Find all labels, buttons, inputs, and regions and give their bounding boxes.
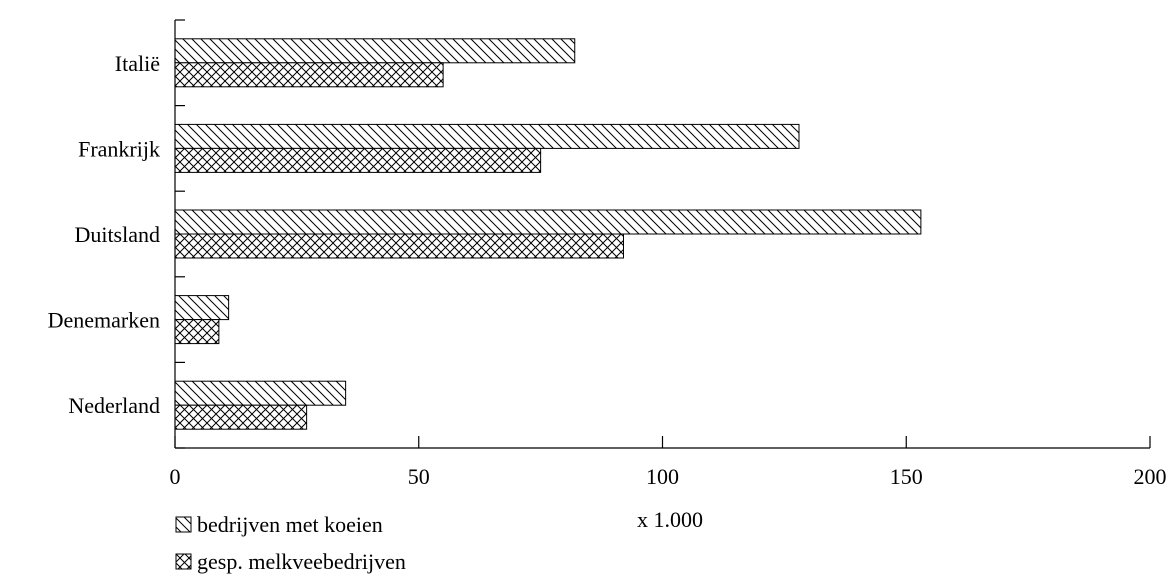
legend-item-gesp-melkveebedrijven: gesp. melkveebedrijven — [175, 549, 406, 574]
x-axis-label: x 1.000 — [637, 507, 703, 532]
bar-denemarken-series-1 — [174, 295, 230, 321]
y-tick-label-itali-: Italië — [115, 51, 160, 76]
bar-frankrijk-series-1 — [174, 123, 800, 149]
bar-itali--series-2 — [174, 62, 444, 88]
axes: Italië Frankrijk Duitsland Denemarken Nederl… — [48, 19, 1167, 489]
x-tick-labels: 0 50 100 150 200 — [170, 464, 1167, 489]
bar-nederland-series-1 — [174, 380, 347, 406]
bars — [174, 38, 922, 430]
legend-swatch-diagonal — [175, 516, 192, 533]
legend-label: gesp. melkveebedrijven — [197, 549, 406, 574]
x-tick-label-150: 150 — [890, 464, 923, 489]
bar-itali--series-1 — [174, 38, 576, 64]
bar-duitsland-series-2 — [174, 233, 624, 259]
y-tick-label-denemarken: Denemarken — [48, 308, 160, 333]
bar-nederland-series-2 — [174, 404, 308, 430]
y-tick-label-frankrijk: Frankrijk — [78, 136, 160, 161]
y-ticks — [175, 19, 185, 449]
x-tick-label-100: 100 — [646, 464, 679, 489]
x-tick-label-50: 50 — [408, 464, 430, 489]
legend: bedrijven met koeien gesp. melkveebedrij… — [175, 512, 406, 574]
legend-swatch-cross — [175, 553, 192, 570]
bar-duitsland-series-1 — [174, 209, 922, 235]
legend-label: bedrijven met koeien — [197, 512, 383, 537]
x-tick-label-0: 0 — [170, 464, 181, 489]
bar-denemarken-series-2 — [174, 319, 220, 345]
x-tick-label-200: 200 — [1134, 464, 1167, 489]
y-tick-label-nederland: Nederland — [68, 393, 160, 418]
x-ticks — [174, 436, 1151, 448]
y-tick-labels: Italië Frankrijk Duitsland Denemarken Nederl… — [48, 51, 160, 418]
y-tick-label-duitsland: Duitsland — [74, 222, 160, 247]
bar-frankrijk-series-2 — [174, 147, 542, 173]
legend-item-bedrijven-met-koeien: bedrijven met koeien — [175, 512, 383, 537]
